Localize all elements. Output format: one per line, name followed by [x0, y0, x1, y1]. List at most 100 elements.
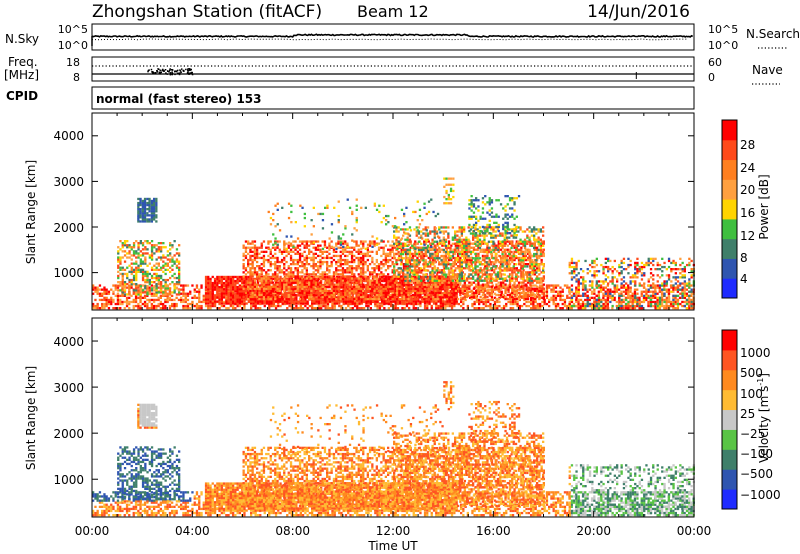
power-cell — [444, 304, 447, 308]
power-cell — [401, 284, 404, 287]
power-cell — [450, 281, 454, 285]
power-cell — [341, 297, 345, 301]
power-cell — [263, 281, 266, 285]
power-cell — [338, 302, 341, 305]
power-cell — [262, 287, 266, 290]
power-cell — [362, 295, 365, 299]
power-cell — [620, 300, 623, 304]
power-cell — [463, 242, 466, 245]
power-cell — [382, 293, 385, 297]
power-cell — [328, 265, 331, 268]
power-cell — [541, 284, 544, 287]
power-cell — [690, 307, 693, 310]
power-cell — [211, 286, 214, 289]
power-cell — [329, 277, 332, 281]
power-cell — [94, 307, 97, 310]
power-cell — [448, 300, 451, 303]
power-cell — [364, 254, 367, 258]
power-cell — [396, 277, 400, 281]
power-cell — [683, 292, 686, 295]
power-cell — [350, 269, 354, 272]
power-cell — [252, 300, 255, 303]
power-cell — [241, 288, 244, 291]
power-cell — [234, 307, 237, 310]
power-cell — [137, 286, 140, 289]
power-cell — [355, 279, 358, 282]
power-cell — [430, 300, 433, 303]
power-cell — [477, 271, 480, 274]
power-cell — [360, 307, 363, 310]
power-cell — [439, 304, 442, 308]
power-cell — [461, 252, 464, 255]
power-cell — [339, 269, 342, 272]
power-cell — [315, 292, 318, 295]
power-cell — [128, 307, 131, 310]
power-cell — [381, 300, 384, 303]
power-cell — [241, 275, 244, 279]
power-cell — [410, 296, 413, 299]
power-cell — [375, 287, 378, 290]
power-cell — [350, 279, 354, 282]
power-cell — [312, 287, 315, 290]
power-cell — [353, 240, 356, 243]
power-cell — [119, 294, 122, 297]
power-cell — [328, 248, 331, 251]
power-cell — [232, 294, 235, 297]
power-cell — [636, 296, 639, 299]
power-cell — [346, 254, 349, 258]
power-cell — [444, 307, 447, 310]
power-cell — [198, 292, 201, 295]
power-cell — [312, 256, 315, 260]
power-cell — [434, 250, 437, 253]
power-cell — [469, 294, 472, 297]
power-cell — [672, 290, 675, 293]
power-cell — [452, 275, 455, 278]
power-cell — [371, 292, 375, 295]
power-cell — [466, 295, 469, 299]
power-cell — [267, 295, 270, 299]
nave-label: Nave — [752, 63, 783, 77]
power-cell — [438, 275, 442, 278]
power-cell — [444, 296, 447, 299]
power-cell — [477, 291, 480, 294]
power-cell — [301, 240, 304, 243]
power-cell — [412, 302, 415, 306]
power-cell — [373, 281, 376, 284]
power-cell — [328, 283, 331, 286]
power-cell — [380, 260, 383, 264]
power-cell — [269, 263, 272, 266]
power-cell — [466, 293, 469, 297]
power-cell — [349, 281, 352, 285]
power-cell — [366, 281, 369, 284]
power-cell — [331, 304, 334, 308]
freq-panel-frame — [91, 56, 695, 82]
power-cell — [410, 302, 413, 305]
power-cell — [584, 307, 587, 310]
power-cell — [184, 300, 187, 304]
power-cell — [211, 284, 214, 287]
power-cell — [400, 246, 403, 249]
power-cell — [303, 263, 306, 266]
power-cell — [209, 296, 212, 299]
power-cell — [321, 240, 324, 243]
power-cell — [455, 281, 458, 285]
power-cell — [561, 294, 564, 297]
power-cell — [317, 287, 320, 290]
power-cell — [463, 281, 466, 284]
power-cell — [110, 298, 113, 302]
power-cell — [209, 290, 212, 293]
power-cell — [360, 300, 363, 303]
power-cell — [339, 293, 342, 297]
power-cell — [344, 307, 348, 310]
power-cell — [200, 307, 203, 310]
power-cell — [96, 286, 99, 289]
power-cell — [204, 286, 208, 289]
power-cell — [602, 286, 605, 289]
power-cell — [92, 304, 95, 308]
power-cell — [134, 298, 138, 302]
power-cell — [268, 300, 271, 303]
power-cell — [450, 307, 454, 310]
power-cell — [245, 296, 248, 299]
power-cell — [446, 296, 449, 299]
power-cell — [304, 279, 307, 283]
